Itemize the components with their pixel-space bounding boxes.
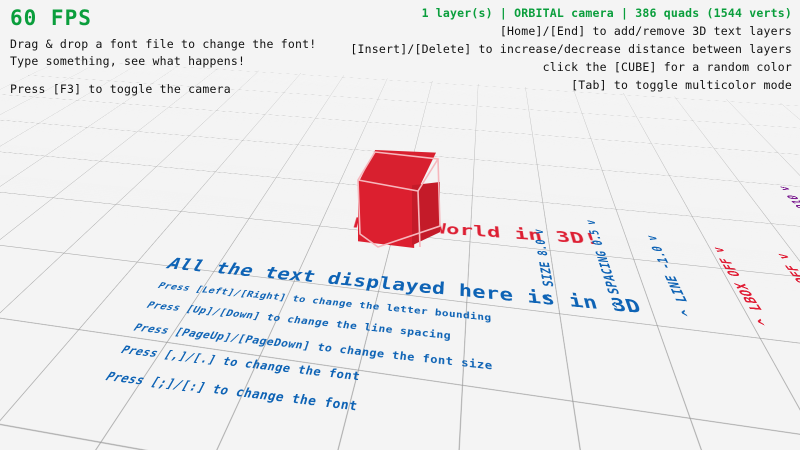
arrow-down-icon: v <box>531 228 547 235</box>
hint-drag-drop: Drag & drop a font file to change the fo… <box>10 37 317 51</box>
param-label-lbox: ^ LBOX OFF v <box>709 246 777 327</box>
cube-face-right <box>412 182 440 246</box>
hint-cube-color: click the [CUBE] for a random color <box>542 60 792 74</box>
param-label-tbox: ^ TBOX OFF v <box>772 252 800 336</box>
param-size-text: SIZE 8.0 <box>532 238 558 288</box>
param-label-line: ^ LINE -1.0 v <box>643 234 699 318</box>
param-tbox-text: TBOX OFF <box>781 264 800 320</box>
param-spacing-text: SPACING 0.5 <box>586 229 624 296</box>
hint-multicolor: [Tab] to toggle multicolor mode <box>571 78 792 92</box>
hud-spacer <box>10 71 316 82</box>
hint-type: Type something, see what happens! <box>10 54 246 68</box>
arrow-up-icon: ^ <box>677 308 699 318</box>
hint-layer-distance: [Insert]/[Delete] to increase/decrease d… <box>350 42 792 56</box>
cube[interactable] <box>352 150 444 250</box>
arrow-down-icon: v <box>583 219 599 226</box>
param-line-text: LINE -1.0 <box>648 245 692 303</box>
arrow-up-icon: ^ <box>752 317 777 327</box>
status-line: 1 layer(s) | ORBITAL camera | 386 quads … <box>421 6 792 20</box>
arrow-down-icon: v <box>772 252 794 260</box>
hud-right: 1 layer(s) | ORBITAL camera | 386 quads … <box>350 6 792 96</box>
hint-layers: [Home]/[End] to add/remove 3D text layer… <box>499 24 792 38</box>
fps-counter: 60 FPS <box>10 6 92 30</box>
arrow-down-icon: v <box>709 246 729 254</box>
hud-left: 60 FPS Drag & drop a font file to change… <box>10 6 316 99</box>
param-lbox-text: LBOX OFF <box>716 257 767 312</box>
arrow-down-icon: v <box>643 234 662 242</box>
hint-camera-toggle: Press [F3] to toggle the camera <box>10 82 231 96</box>
arrow-down-icon: v <box>774 185 794 192</box>
